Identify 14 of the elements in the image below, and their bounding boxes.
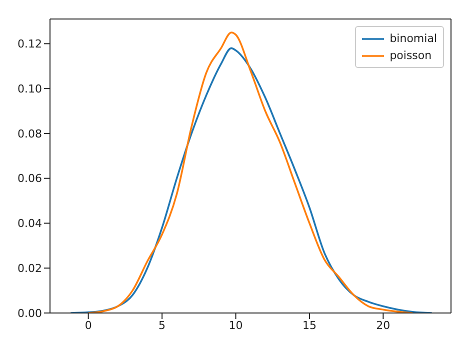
y-tick-label: 0.08	[18, 127, 42, 140]
legend-label: binomial	[390, 31, 437, 47]
x-tick-label: 10	[228, 318, 243, 332]
x-tick-label: 20	[376, 318, 390, 332]
x-tick-label: 5	[158, 318, 166, 332]
y-tick-label: 0.06	[18, 172, 42, 186]
y-tick-label: 0.12	[18, 38, 42, 51]
x-tick-label: 0	[84, 318, 92, 332]
x-tick-label: 15	[302, 318, 316, 332]
y-tick-label: 0.02	[18, 262, 42, 276]
y-tick-label: 0.04	[18, 217, 42, 230]
y-tick-label: 0.10	[18, 82, 42, 96]
legend-label: poisson	[390, 48, 432, 64]
y-tick-label: 0.00	[18, 306, 42, 320]
